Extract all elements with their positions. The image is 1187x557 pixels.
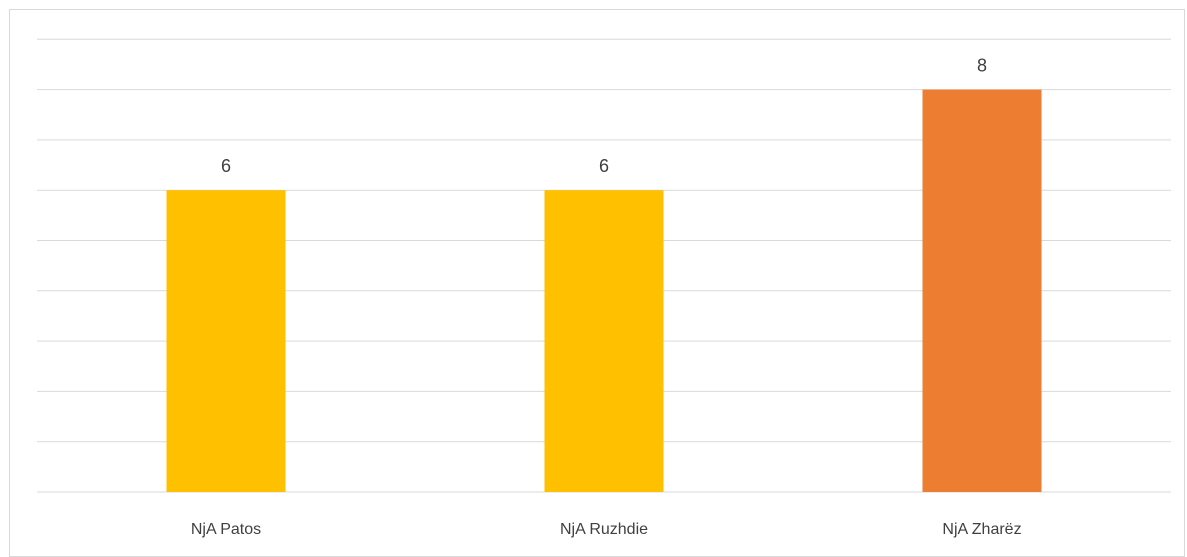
bar (544, 190, 664, 492)
data-label: 6 (221, 156, 231, 176)
bar (922, 89, 1042, 492)
value-labels: 6 6 8 (221, 56, 987, 177)
data-label: 6 (599, 156, 609, 176)
category-label: NjA Ruzhdie (560, 521, 648, 538)
category-labels: NjA Patos NjA Ruzhdie NjA Zharëz (191, 521, 1022, 538)
bar (166, 190, 286, 492)
category-label: NjA Patos (191, 521, 261, 538)
bars (166, 89, 1042, 492)
data-label: 8 (977, 56, 987, 76)
category-label: NjA Zharëz (942, 521, 1021, 538)
